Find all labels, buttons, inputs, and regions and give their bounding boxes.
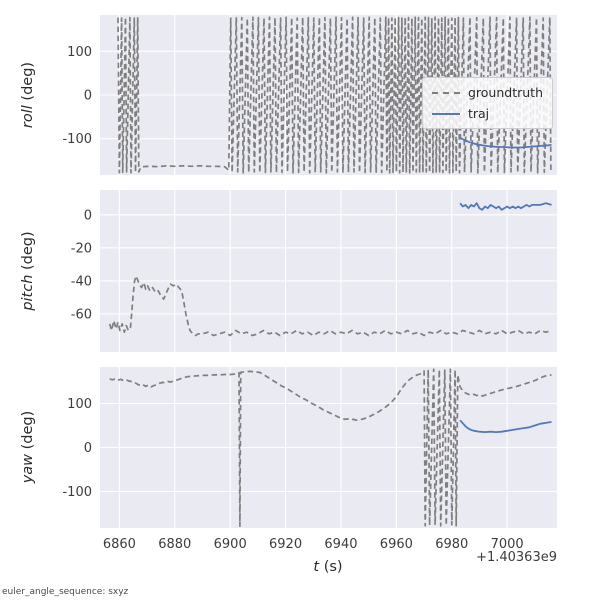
yaw-axis-label-unit: (deg) — [20, 410, 36, 450]
x-tick-label: 6960 — [380, 537, 413, 552]
x-axis-label-name: t — [313, 559, 320, 575]
x-tick-label: 6940 — [324, 537, 357, 552]
legend-label-traj: traj — [467, 106, 490, 121]
y-tick-label: -60 — [71, 307, 92, 322]
y-tick-label: 0 — [84, 208, 92, 223]
pitch-axis-label-unit: (deg) — [20, 231, 36, 270]
x-tick-label: 6980 — [435, 537, 468, 552]
y-tick-label: 0 — [84, 89, 92, 104]
groundtruth-line-sample — [431, 91, 460, 94]
legend-item-groundtruth: groundtruth — [431, 85, 543, 100]
x-axis-offset-text: +1.40363e9 — [476, 550, 557, 565]
roll-axis-label: roll (deg) — [20, 62, 36, 128]
traj-line — [459, 419, 552, 434]
groundtruth-line — [109, 368, 552, 528]
y-tick-label: 0 — [84, 441, 92, 456]
y-tick-label: -20 — [71, 241, 92, 256]
y-tick-label: 100 — [67, 397, 92, 412]
legend: groundtruth traj — [421, 77, 553, 129]
yaw-axis-label-name: yaw — [20, 453, 36, 484]
roll-axis-label-name: roll — [20, 105, 36, 129]
legend-label-groundtruth: groundtruth — [467, 85, 543, 100]
x-axis-label: t (s) — [313, 559, 342, 575]
x-tick-label: 6900 — [214, 537, 247, 552]
x-tick-label: 6880 — [158, 537, 191, 552]
x-tick-label: 6860 — [103, 537, 136, 552]
x-tick-label: 7000 — [491, 537, 524, 552]
traj-line — [459, 202, 552, 211]
y-tick-label: -100 — [62, 132, 92, 147]
x-axis-label-unit: (s) — [323, 559, 343, 575]
roll-axis-label-unit: (deg) — [20, 61, 36, 101]
x-tick-label: 6920 — [269, 537, 302, 552]
y-tick-label: -40 — [71, 274, 92, 289]
legend-item-traj: traj — [431, 106, 543, 121]
axes-background — [100, 190, 557, 352]
y-tick-label: 100 — [67, 45, 92, 60]
traj-line-sample — [431, 112, 460, 115]
pitch-axis-label: pitch (deg) — [20, 231, 36, 310]
groundtruth-line — [108, 275, 552, 337]
yaw-axis-label: yaw (deg) — [20, 411, 36, 484]
y-tick-label: -100 — [62, 485, 92, 500]
pitch-axis-label-name: pitch — [20, 274, 36, 311]
traj-line — [459, 137, 552, 149]
euler-angle-sequence-note: euler_angle_sequence: sxyz — [2, 587, 129, 597]
